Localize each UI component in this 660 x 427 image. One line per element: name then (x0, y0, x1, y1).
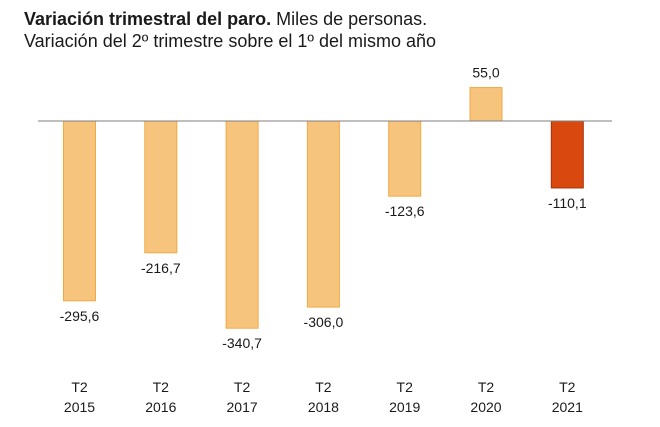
x-tick-label-year: 2017 (227, 399, 258, 415)
x-tick-label-quarter: T2 (559, 379, 576, 395)
bar (388, 120, 422, 197)
bar (550, 120, 584, 189)
chart-title-rest: Miles de personas. (271, 9, 428, 29)
data-label: 55,0 (472, 65, 499, 81)
x-tick-label-quarter: T2 (153, 379, 170, 395)
data-label: -123,6 (385, 203, 425, 219)
bar (306, 120, 340, 308)
x-tick-label-year: 2021 (552, 399, 583, 415)
x-tick-label-year: 2019 (389, 399, 420, 415)
data-label: -110,1 (548, 195, 587, 211)
data-label: -306,0 (304, 314, 344, 330)
x-tick-label-quarter: T2 (315, 379, 332, 395)
x-tick-label-quarter: T2 (478, 379, 495, 395)
bar (144, 120, 178, 254)
data-label: -216,7 (141, 260, 181, 276)
bar (63, 120, 96, 302)
chart-subtitle: Variación del 2º trimestre sobre el 1º d… (24, 31, 436, 51)
data-label: -340,7 (222, 335, 262, 351)
x-tick-label-year: 2016 (145, 399, 176, 415)
bar (469, 87, 503, 122)
x-tick-label-year: 2020 (470, 399, 501, 415)
x-tick-label-quarter: T2 (234, 379, 251, 395)
x-tick-label-quarter: T2 (71, 379, 88, 395)
data-label: -295,6 (60, 308, 100, 324)
x-tick-label-quarter: T2 (397, 379, 414, 395)
x-tick-label-year: 2018 (308, 399, 339, 415)
bar (225, 120, 259, 329)
chart-title-block: Variación trimestral del paro. Miles de … (24, 8, 436, 52)
chart-title: Variación trimestral del paro. Miles de … (24, 8, 436, 30)
chart-title-bold: Variación trimestral del paro. (24, 9, 272, 29)
x-tick-label-year: 2015 (64, 399, 95, 415)
